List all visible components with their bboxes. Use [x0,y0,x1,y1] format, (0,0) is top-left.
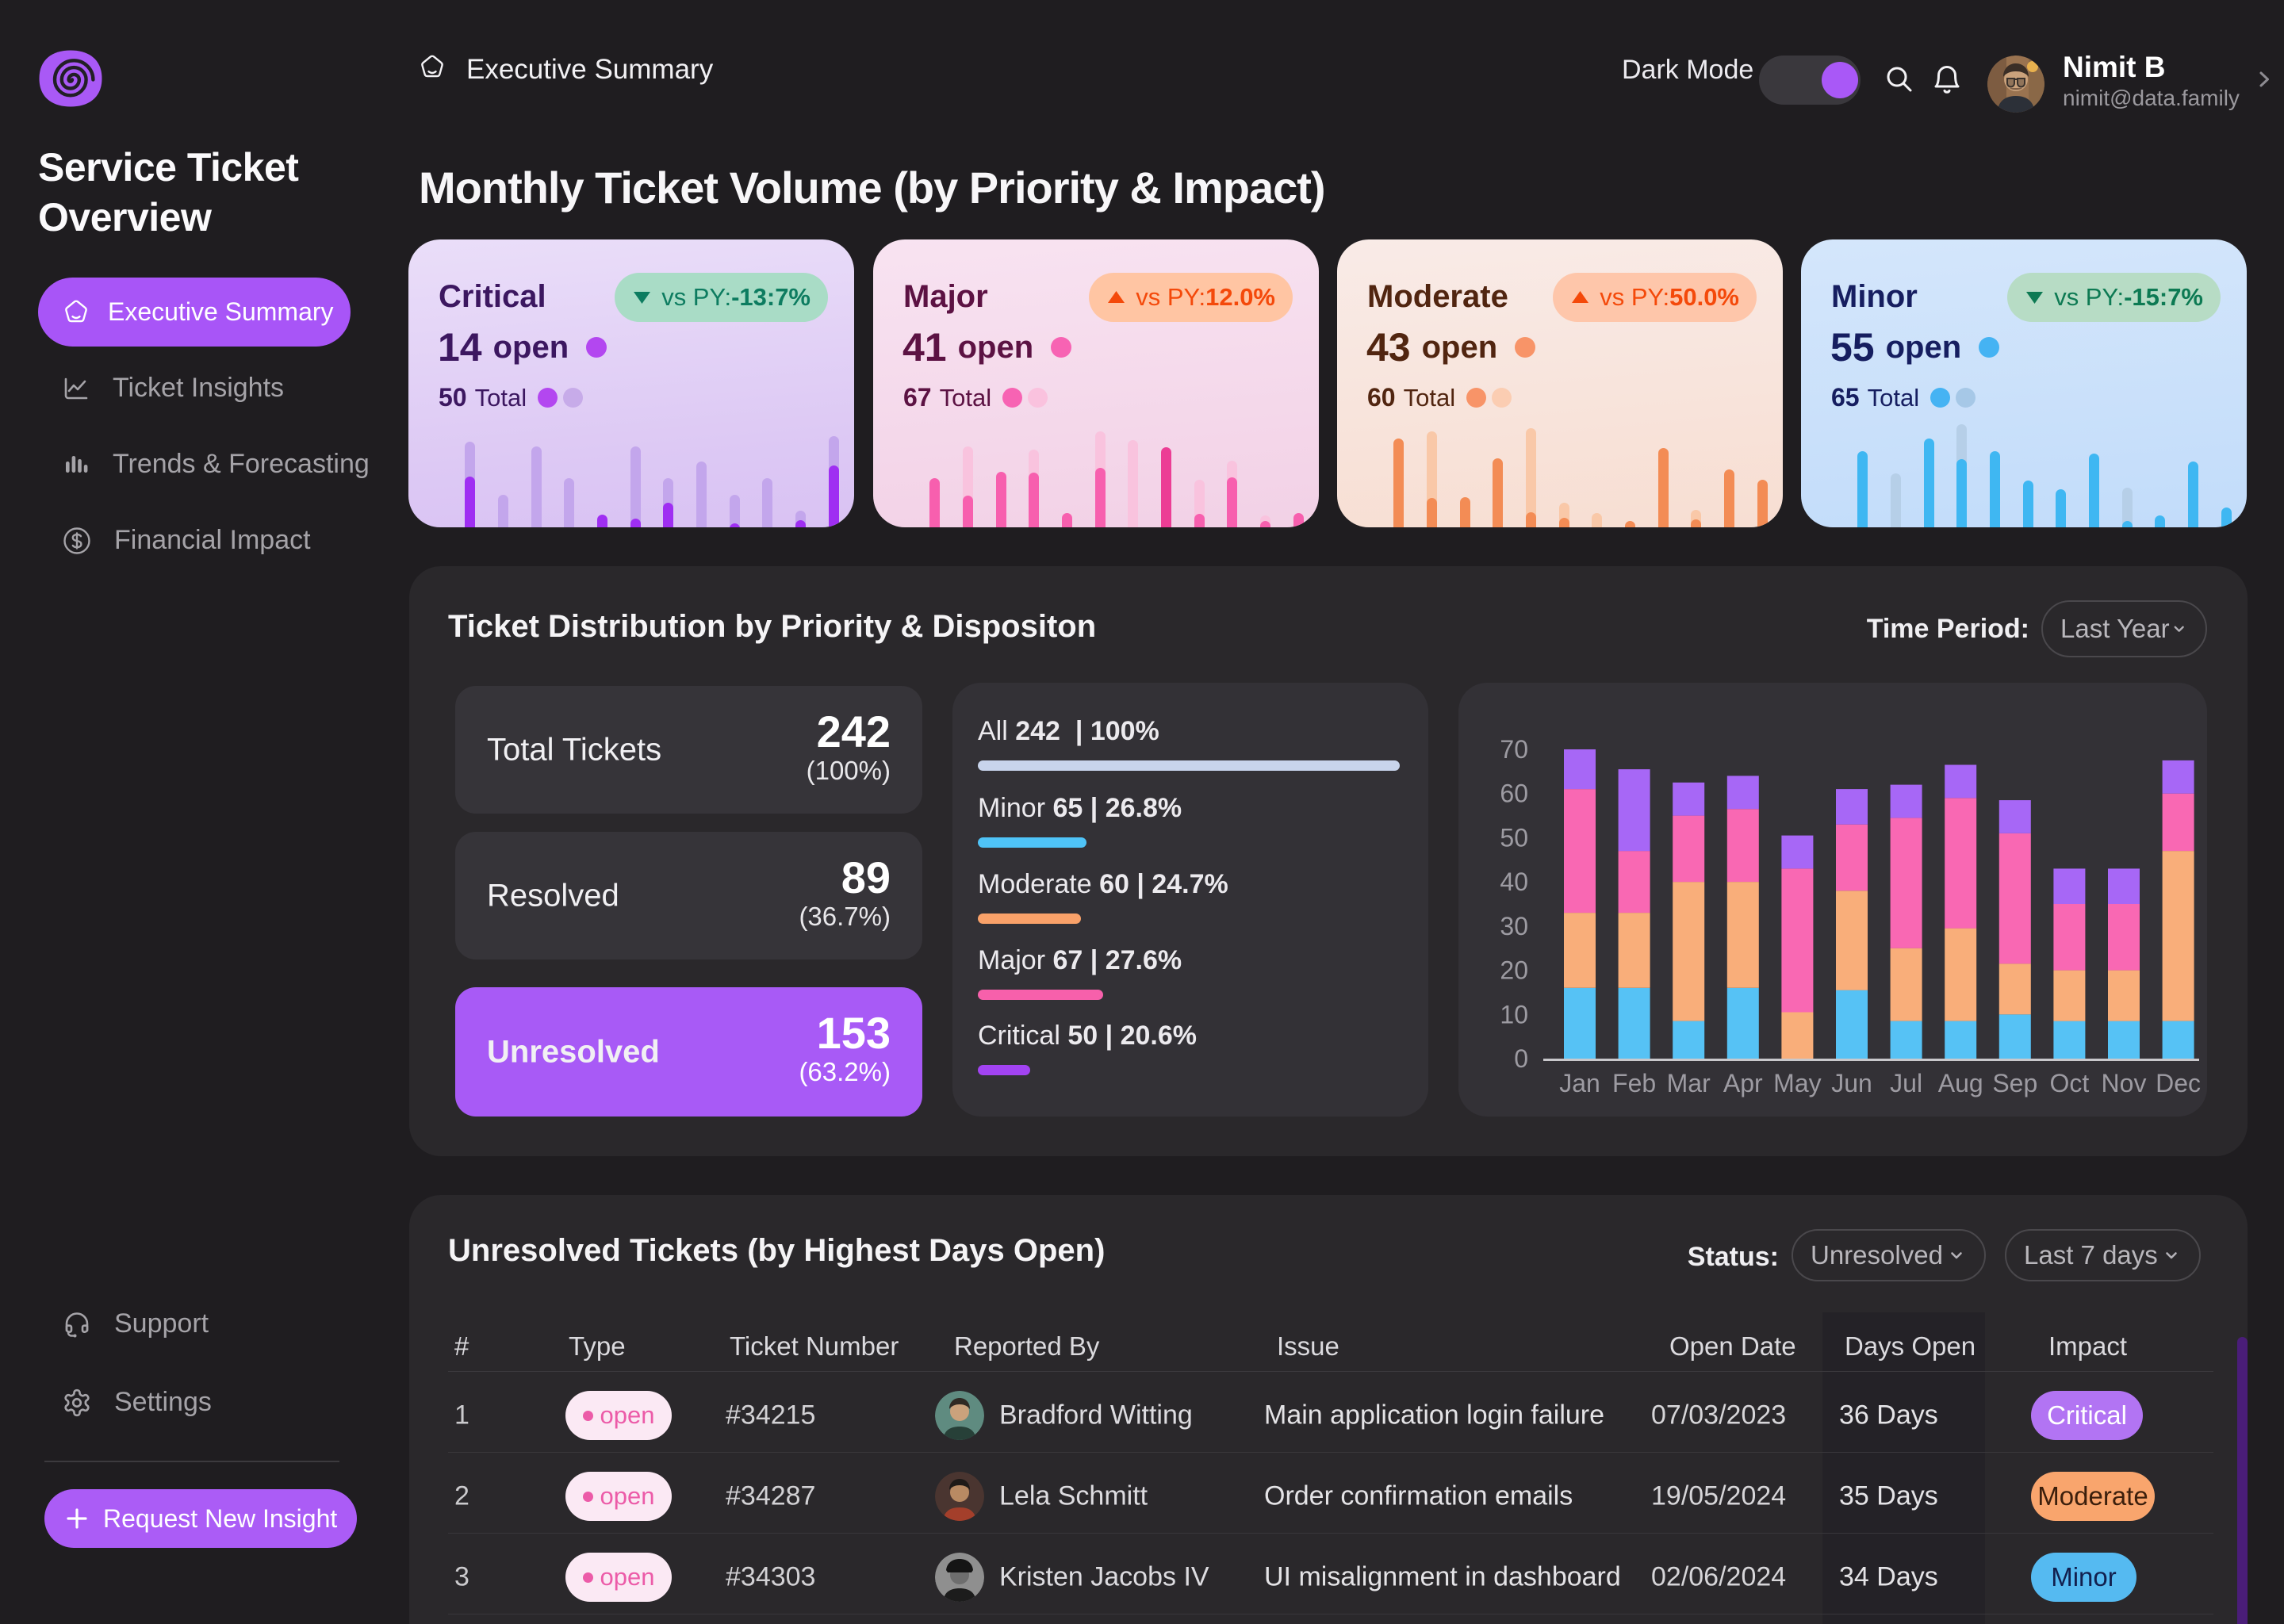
svg-text:Jul: Jul [1890,1069,1922,1097]
svg-text:20: 20 [1500,956,1528,985]
svg-text:30: 30 [1500,912,1528,940]
svg-text:May: May [1773,1069,1821,1097]
svg-text:60: 60 [1500,779,1528,808]
svg-text:70: 70 [1500,735,1528,764]
svg-text:Mar: Mar [1667,1069,1711,1097]
svg-text:Nov: Nov [2102,1069,2147,1097]
svg-text:Apr: Apr [1723,1069,1763,1097]
svg-text:Jan: Jan [1559,1069,1600,1097]
svg-text:40: 40 [1500,868,1528,896]
svg-text:50: 50 [1500,823,1528,852]
svg-text:Feb: Feb [1612,1069,1656,1097]
svg-text:Sep: Sep [1992,1069,2037,1097]
svg-text:Jun: Jun [1831,1069,1872,1097]
svg-text:10: 10 [1500,1000,1528,1028]
svg-text:Aug: Aug [1938,1069,1983,1097]
svg-text:0: 0 [1514,1044,1528,1073]
svg-text:Oct: Oct [2050,1069,2090,1097]
svg-text:Dec: Dec [2156,1069,2201,1097]
